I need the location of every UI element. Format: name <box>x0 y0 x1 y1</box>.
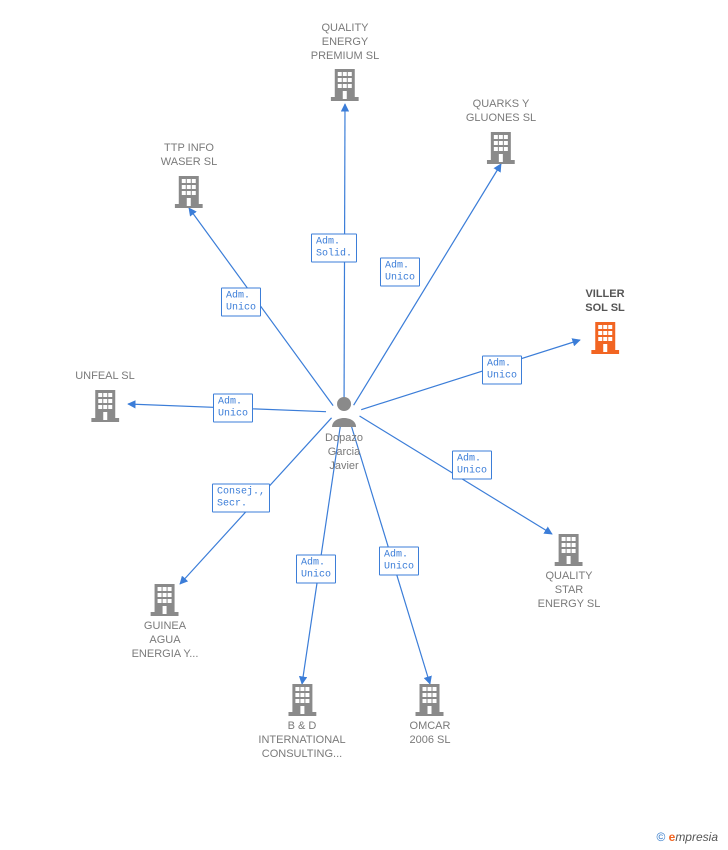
company-node[interactable]: VILLER SOL SL <box>585 288 625 354</box>
company-label: QUALITY ENERGY PREMIUM SL <box>311 22 379 63</box>
company-label: GUINEA AGUA ENERGIA Y... <box>132 620 199 661</box>
footer-attribution: © empresia <box>656 830 718 844</box>
company-node[interactable]: QUALITY STAR ENERGY SL <box>538 532 601 611</box>
edge-label: Adm. Unico <box>379 547 419 576</box>
building-icon <box>175 174 203 208</box>
edge-line <box>354 164 501 405</box>
edge-line <box>361 340 580 410</box>
company-label: B & D INTERNATIONAL CONSULTING... <box>258 720 345 761</box>
person-icon <box>330 395 358 427</box>
company-node[interactable]: B & D INTERNATIONAL CONSULTING... <box>258 682 345 761</box>
company-node[interactable]: TTP INFO WASER SL <box>161 142 217 208</box>
edges-layer <box>0 0 728 850</box>
company-label: TTP INFO WASER SL <box>161 142 217 170</box>
edge-label: Adm. Unico <box>213 394 253 423</box>
edge-label: Adm. Solid. <box>311 234 357 263</box>
edge-label: Adm. Unico <box>296 555 336 584</box>
company-node[interactable]: QUALITY ENERGY PREMIUM SL <box>311 22 379 101</box>
building-icon <box>331 67 359 101</box>
edge-label: Adm. Unico <box>380 258 420 287</box>
building-icon <box>591 320 619 354</box>
brand-name: empresia <box>669 830 718 844</box>
company-node[interactable]: OMCAR 2006 SL <box>410 682 451 748</box>
building-icon <box>555 532 583 566</box>
company-node[interactable]: QUARKS Y GLUONES SL <box>466 98 536 164</box>
edge-label: Adm. Unico <box>221 288 261 317</box>
building-icon <box>416 682 444 716</box>
company-label: UNFEAL SL <box>75 370 135 384</box>
company-label: QUALITY STAR ENERGY SL <box>538 570 601 611</box>
company-node[interactable]: UNFEAL SL <box>75 370 135 422</box>
copyright-symbol: © <box>656 830 665 844</box>
diagram-canvas: QUALITY ENERGY PREMIUM SL QUARKS Y GLUON… <box>0 0 728 850</box>
company-label: OMCAR 2006 SL <box>410 720 451 748</box>
center-person-label: Dopazo Garcia Javier <box>325 432 363 473</box>
edge-label: Consej., Secr. <box>212 484 270 513</box>
building-icon <box>487 130 515 164</box>
company-label: QUARKS Y GLUONES SL <box>466 98 536 126</box>
edge-label: Adm. Unico <box>482 356 522 385</box>
company-label: VILLER SOL SL <box>585 288 625 316</box>
center-person-node: Dopazo Garcia Javier <box>325 395 363 473</box>
building-icon <box>288 682 316 716</box>
building-icon <box>151 582 179 616</box>
edge-label: Adm. Unico <box>452 451 492 480</box>
company-node[interactable]: GUINEA AGUA ENERGIA Y... <box>132 582 199 661</box>
building-icon <box>91 388 119 422</box>
